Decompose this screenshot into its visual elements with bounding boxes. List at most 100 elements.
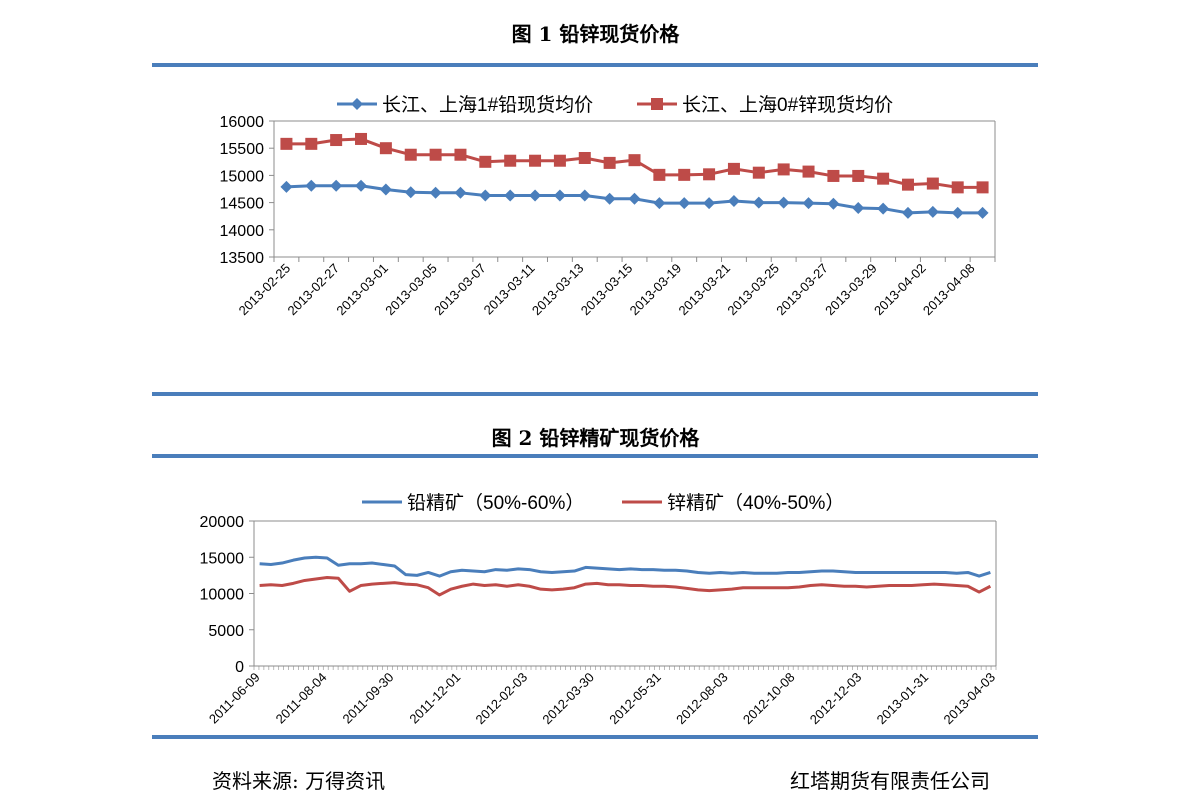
- figure2-chart: 0 5000 10000 15000 20000 2011-06-09 2011-08-04…: [200, 492, 999, 728]
- figure1-series-2-point: [777, 163, 790, 176]
- figure1-series-1-point: [703, 197, 716, 210]
- figure1-series-2-point: [727, 162, 740, 175]
- figure1-series-2-point: [280, 137, 293, 150]
- figure2-y-tick-label: 20000: [200, 514, 245, 531]
- figure1-series-1-point: [752, 196, 765, 209]
- figure1-series-2-point: [603, 156, 616, 169]
- figure2-x-tick-label: 2012-03-30: [539, 670, 597, 728]
- figure1-series-2-point: [454, 148, 467, 161]
- figure1-x-tick-label: 2013-03-19: [627, 261, 685, 319]
- figure1-y-tick-label: 16000: [220, 114, 265, 131]
- figure1-x-tick-label: 2013-03-05: [382, 261, 440, 319]
- figure1-y-tick-label: 15000: [220, 168, 265, 185]
- figure2-x-tick-label: 2013-04-03: [940, 670, 998, 728]
- figure1-series-1-point: [330, 179, 343, 192]
- figure1-series-1-point: [578, 189, 591, 202]
- figure2-x-tick-label: 2012-05-31: [606, 670, 664, 728]
- figure2-x-tick-label: 2012-12-03: [807, 670, 865, 728]
- figure1-series-2-point: [752, 166, 765, 179]
- figure2-legend-label-2: 锌精矿（40%-50%）: [667, 492, 844, 514]
- figure1-series-2-point: [429, 148, 442, 161]
- figure1-series-2-point: [852, 169, 865, 182]
- figure1-series-1-point: [877, 202, 890, 215]
- figure1-series-1-point: [479, 189, 492, 202]
- figure1-y-tick-label: 14500: [220, 196, 265, 213]
- figure2-title: 图 2 铅锌精矿现货价格: [491, 426, 700, 450]
- figure1-series-2-point: [678, 168, 691, 181]
- figure2-y-tick-label: 0: [235, 659, 244, 676]
- figure1-series-2-point: [628, 154, 641, 167]
- figure2-series-1-line: [259, 555, 991, 578]
- figure1-series-2-point: [827, 169, 840, 182]
- figure2-y-tick-label: 15000: [200, 550, 245, 567]
- figure1-series-1-point: [926, 205, 939, 218]
- figure1-series-1-point: [379, 183, 392, 196]
- figure1-series-2-point: [404, 148, 417, 161]
- figure1-x-tick-label: 2013-04-08: [920, 261, 978, 319]
- figure1-legend-marker-1: [351, 98, 363, 110]
- figure1-series-1-point: [305, 179, 318, 192]
- figure1-chart: 13500 14000 14500 15000 15500 16000 2013-02-25…: [220, 94, 996, 319]
- figure1-x-tick-label: 2013-03-25: [724, 261, 782, 319]
- figure2-x-tick-label: 2011-06-09: [206, 670, 263, 727]
- figure1-x-tick-label: 2013-03-21: [676, 261, 734, 319]
- figure1-series-2-point: [504, 154, 517, 167]
- figure1-legend-label-2: 长江、上海0#锌现货均价: [682, 94, 893, 116]
- figure1-x-tick-label: 2013-04-02: [871, 261, 929, 319]
- figure1-series-1-point: [628, 192, 641, 205]
- figure1-series-1-point: [777, 196, 790, 209]
- figure1-series-2-point: [355, 132, 368, 145]
- figure1-series-2-point: [901, 178, 914, 191]
- figure1-series-1-point: [727, 194, 740, 207]
- figure1-y-tick-label: 15500: [220, 141, 265, 158]
- figure1-series-2-point: [877, 172, 890, 185]
- figure1-series-1-point: [827, 197, 840, 210]
- figure1-x-tick-label: 2013-02-25: [236, 261, 294, 319]
- figure1-y-tick-label: 14000: [220, 223, 265, 240]
- figure1-series-1-point: [976, 206, 989, 219]
- figure2-x-tick-label: 2012-10-08: [740, 670, 798, 728]
- figure1-top-rule: [152, 63, 1038, 67]
- figure1-series-1-point: [852, 202, 865, 215]
- figure1-series-2-point: [553, 154, 566, 167]
- figure1-x-tick-label: 2013-03-13: [529, 261, 587, 319]
- figure1-series-1-point: [901, 206, 914, 219]
- figure1-x-tick-label: 2013-03-29: [822, 261, 880, 319]
- figure1-series-1-point: [802, 197, 815, 210]
- figure1-series-2-point: [578, 151, 591, 164]
- figure1-series-1-point: [454, 186, 467, 199]
- figure2-top-rule: [152, 454, 1038, 458]
- figure1-legend-marker-2: [651, 98, 663, 110]
- figure1-y-tick-label: 13500: [220, 250, 265, 267]
- figure1-series-1-point: [529, 189, 542, 202]
- figure1-series-2-point: [976, 181, 989, 194]
- source-note: 资料来源: 万得资讯: [212, 769, 386, 793]
- figure1-series-2-point: [305, 137, 318, 150]
- figure2-x-tick-label: 2013-01-31: [874, 670, 932, 728]
- figure1-series-2-point: [653, 168, 666, 181]
- figure1-series-1-point: [404, 186, 417, 199]
- figure1-series-2-point: [379, 142, 392, 155]
- figure1-series-2-point: [951, 181, 964, 194]
- figure1-series-1-point: [603, 192, 616, 205]
- figure2-x-tick-label: 2011-12-01: [406, 670, 463, 727]
- figure1-series-2-point: [529, 154, 542, 167]
- figure1-series-1-point: [678, 197, 691, 210]
- figure1-series-2-point: [802, 165, 815, 178]
- figure1-x-tick-label: 2013-03-01: [333, 261, 391, 319]
- figure1-series-2-point: [330, 134, 343, 147]
- figure1-series-1-point: [429, 186, 442, 199]
- figure1-x-tick-label: 2013-03-27: [773, 261, 831, 319]
- figure2-legend-label-1: 铅精矿（50%-60%）: [407, 492, 584, 514]
- figure2-x-tick-label: 2012-08-03: [673, 670, 731, 728]
- figure1-title: 图 1 铅锌现货价格: [511, 22, 680, 46]
- figure1-series-1-point: [553, 189, 566, 202]
- figure1-legend-label-1: 长江、上海1#铅现货均价: [382, 94, 593, 116]
- figure2-x-tick-label: 2011-08-04: [273, 670, 330, 727]
- figure1-series-1-point: [355, 179, 368, 192]
- figure1-x-tick-label: 2013-03-07: [431, 261, 489, 319]
- figure2-x-tick-label: 2011-09-30: [340, 670, 397, 727]
- figure1-series-2-point: [703, 168, 716, 181]
- figure2-bottom-rule: [152, 735, 1038, 739]
- figure1-series-1-point: [951, 206, 964, 219]
